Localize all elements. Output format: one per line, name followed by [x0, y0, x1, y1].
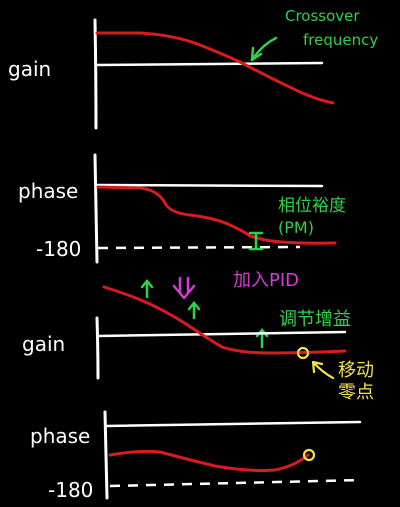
add-pid-annotation: 加入PID — [172, 270, 299, 300]
bottom-phase-zero-line — [105, 420, 362, 428]
phase-margin-annotation: 相位裕度 (PM) — [248, 196, 346, 251]
top-phase-zero-line — [95, 183, 324, 188]
pm-label-line2: (PM) — [278, 218, 314, 237]
bottom-phase-curve — [108, 449, 310, 472]
top-phase-curve — [96, 185, 337, 245]
move-zero-label-line2: 零点 — [338, 382, 374, 403]
bottom-gain-y-axis — [95, 316, 100, 380]
bottom-phase-minus180-dashed-line — [109, 478, 363, 488]
bottom-gain-label: gain — [22, 332, 65, 356]
tune-gain-label: 调节增益 — [279, 309, 351, 330]
top-phase-label: phase — [18, 179, 78, 203]
top-gain-y-axis — [93, 18, 98, 130]
top-gain-label: gain — [8, 57, 51, 81]
crossover-label-line2: frequency — [303, 31, 378, 49]
move-zero-annotation: 移动 零点 — [296, 346, 374, 403]
double-down-arrow-icon — [172, 276, 196, 300]
move-zero-arrow — [311, 360, 335, 380]
zero-marker-phase-icon — [302, 448, 316, 462]
top-gain-curve — [95, 31, 335, 105]
bottom-phase-plot: phase -180 — [30, 410, 363, 502]
top-phase-minus180-dashed-line — [97, 245, 301, 250]
top-phase-plot: phase -180 — [18, 153, 337, 264]
top-gain-unity-line — [95, 61, 324, 67]
top-gain-plot: gain — [8, 18, 335, 130]
bottom-phase-y-axis — [103, 410, 109, 500]
top-phase-y-axis — [93, 153, 99, 264]
bottom-gain-plot: gain — [22, 285, 347, 380]
crossover-annotation: Crossover frequency — [250, 7, 378, 62]
pm-label-line1: 相位裕度 — [278, 196, 346, 216]
bottom-gain-curve — [102, 285, 347, 355]
crossover-arrow — [250, 36, 278, 62]
crossover-label-line1: Crossover — [285, 7, 360, 25]
phase-margin-marker — [248, 231, 264, 251]
zero-marker-gain-icon — [296, 346, 310, 360]
add-pid-label: 加入PID — [233, 270, 299, 291]
bottom-gain-unity-line — [97, 330, 347, 338]
move-zero-label-line1: 移动 — [338, 360, 374, 381]
bottom-phase-minus180-tick: -180 — [48, 478, 93, 502]
tune-gain-annotation: 调节增益 — [279, 309, 351, 330]
top-phase-minus180-tick: -180 — [36, 237, 81, 261]
bottom-phase-label: phase — [30, 424, 90, 448]
up-arrow-center-icon — [187, 301, 201, 320]
up-arrow-left-icon — [140, 279, 154, 299]
